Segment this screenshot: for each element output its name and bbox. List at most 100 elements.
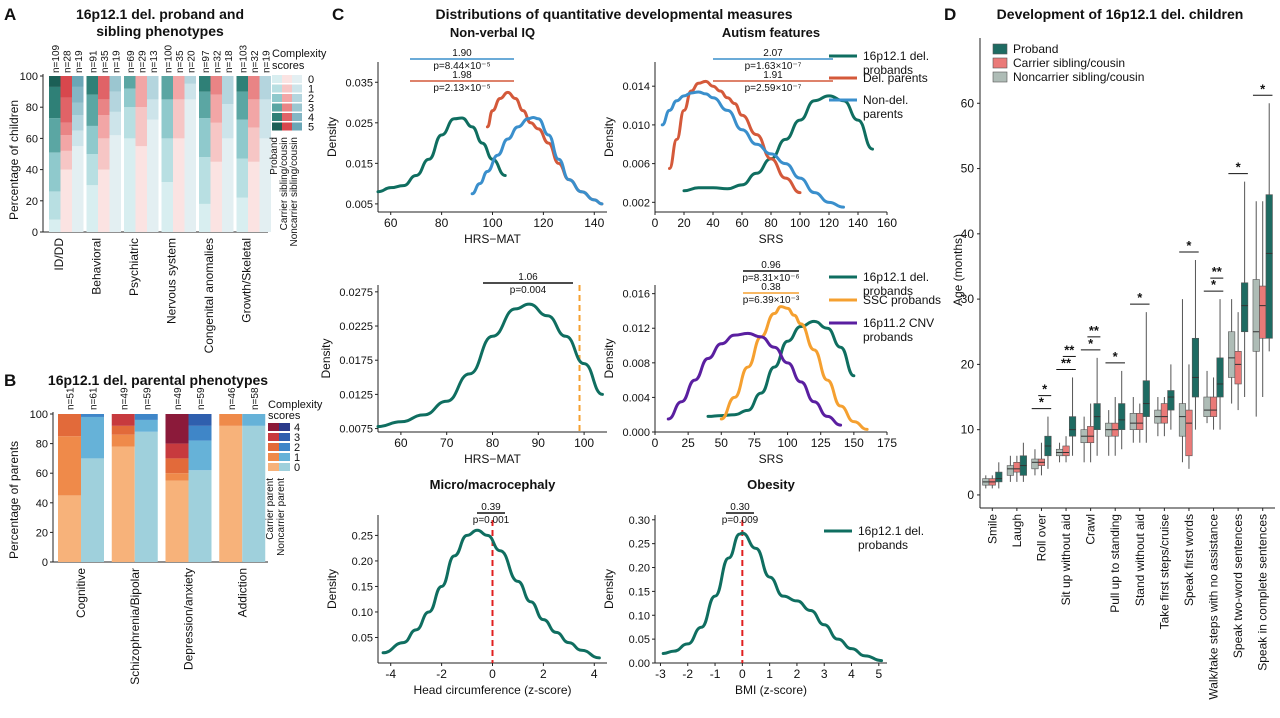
bar-segment (98, 76, 110, 100)
x-tick-label: 0 (652, 436, 659, 450)
x-tick-label: 0 (652, 216, 659, 230)
legend-swatch (279, 463, 290, 471)
y-tick-label: 0.05 (352, 632, 373, 644)
panel-a-title: 16p12.1 del. proband and sibling phenotyp… (76, 6, 244, 39)
density-curve-16p11-2-cnv-probands (666, 331, 843, 427)
significance-label: * (1039, 395, 1045, 410)
bar-segment (165, 458, 189, 474)
bar-segment (72, 130, 84, 147)
x-tick-label: 140 (584, 216, 604, 230)
y-tick-label: 20 (26, 196, 38, 208)
box (1068, 416, 1077, 437)
annotation-pvalue: p=6.39×10⁻³ (743, 295, 800, 306)
y-tick-label: 0.000 (622, 427, 650, 439)
bar-segment (236, 197, 248, 232)
legend-label: 3 (308, 103, 314, 115)
y-tick-label: 0.10 (352, 607, 373, 619)
x-tick-label: 100 (574, 436, 594, 450)
legend-swatch (268, 423, 279, 431)
x-tick-label: 120 (819, 216, 839, 230)
panel-a-title-line1: 16p12.1 del. proband and (76, 6, 244, 22)
significance-label: * (1186, 238, 1192, 253)
x-tick-label: 4 (591, 667, 598, 681)
x-tick-label: 100 (778, 436, 798, 450)
bar-segment (135, 107, 147, 147)
legend-label: Non-del. (863, 93, 908, 107)
legend-label: 16p12.1 del. (858, 524, 924, 538)
legend-label: 5 (308, 122, 314, 134)
annotation-effect-size: 1.91 (763, 70, 783, 81)
box (1031, 458, 1039, 470)
box (1234, 351, 1242, 385)
legend-label: 4 (308, 112, 314, 124)
density-curve-del-parents (668, 79, 802, 195)
box (1167, 390, 1175, 411)
category-label: Stand without aid (1133, 514, 1147, 606)
bar-segment (49, 76, 61, 87)
panel-d-letter: D (944, 5, 956, 24)
bar-segment (111, 414, 135, 426)
bar-segment (165, 443, 189, 459)
bar-segment (111, 446, 135, 562)
category-label: Sit up without aid (1059, 514, 1073, 605)
bar-segment (134, 419, 158, 432)
panel-b-letter: B (4, 371, 16, 390)
legend-label: 2 (308, 93, 314, 105)
x-axis-label: HRS−MAT (464, 232, 521, 246)
n-label: n=97 (201, 50, 212, 73)
bar-segment (60, 135, 72, 151)
category-label: Congenital anomalies (202, 238, 216, 353)
bar-segment (259, 99, 271, 139)
x-tick-label: 120 (533, 216, 553, 230)
bar-segment (124, 88, 136, 108)
legend-label: parents (863, 107, 903, 121)
bar-segment (173, 99, 185, 139)
legend-label: 16p12.1 del. (863, 270, 929, 284)
x-tick-label: 75 (748, 436, 762, 450)
category-label: Laugh (1010, 514, 1024, 547)
x-tick-label: -2 (682, 667, 693, 681)
legend-label: 0 (308, 74, 314, 86)
legend-label: Carrier sibling/cousin (1013, 56, 1125, 70)
bar-segment (86, 185, 98, 232)
category-label: Take first steps/cruise (1157, 514, 1171, 630)
legend-label: 1 (308, 84, 314, 96)
y-tick-label: 50 (961, 162, 975, 176)
x-tick-label: -3 (655, 667, 666, 681)
legend-swatch (282, 84, 292, 93)
bar-segment (147, 76, 159, 100)
legend-label: probands (863, 284, 913, 298)
bar-segment (248, 76, 260, 100)
bar-segment (58, 436, 81, 496)
bar-segment (58, 414, 81, 437)
legend-swatch (292, 75, 302, 83)
x-axis-label: SRS (759, 232, 784, 246)
y-tick-label: 0.005 (345, 199, 373, 211)
legend-label: 3 (294, 432, 300, 444)
n-label: n=13 (149, 50, 160, 73)
y-tick-label: 40 (961, 227, 975, 241)
y-tick-label: 0 (42, 557, 48, 569)
significance-label: * (1137, 290, 1143, 305)
x-tick-label: 80 (435, 216, 449, 230)
x-tick-label: 0 (739, 667, 746, 681)
bar-segment (86, 94, 98, 126)
bar-segment (165, 480, 189, 562)
density-curve-16p12-1-del-probands (376, 116, 507, 194)
panel-d-chart: 0 10 20 30 40 50 60 Smile Laugh Roll over Sit up w… (961, 38, 1275, 700)
annotation-pvalue: p=2.13×10⁻⁵ (433, 83, 490, 94)
panel-a-ylabel: Percentage of children (7, 100, 21, 220)
legend-label: Noncarrier sibling/cousin (1013, 70, 1144, 84)
legend-swatch (282, 122, 292, 131)
legend-title: Complexity (272, 48, 327, 60)
density-curve-ssc-probands (719, 305, 869, 431)
annotation-effect-size: 0.30 (730, 502, 750, 513)
box (1191, 337, 1200, 398)
category-label: Pull up to standing (1108, 514, 1122, 613)
bar-segment (165, 473, 189, 481)
x-tick-label: 60 (384, 216, 398, 230)
bar-segment (199, 157, 211, 204)
x-tick-label: 80 (486, 436, 500, 450)
y-tick-label: 0.010 (622, 120, 650, 132)
